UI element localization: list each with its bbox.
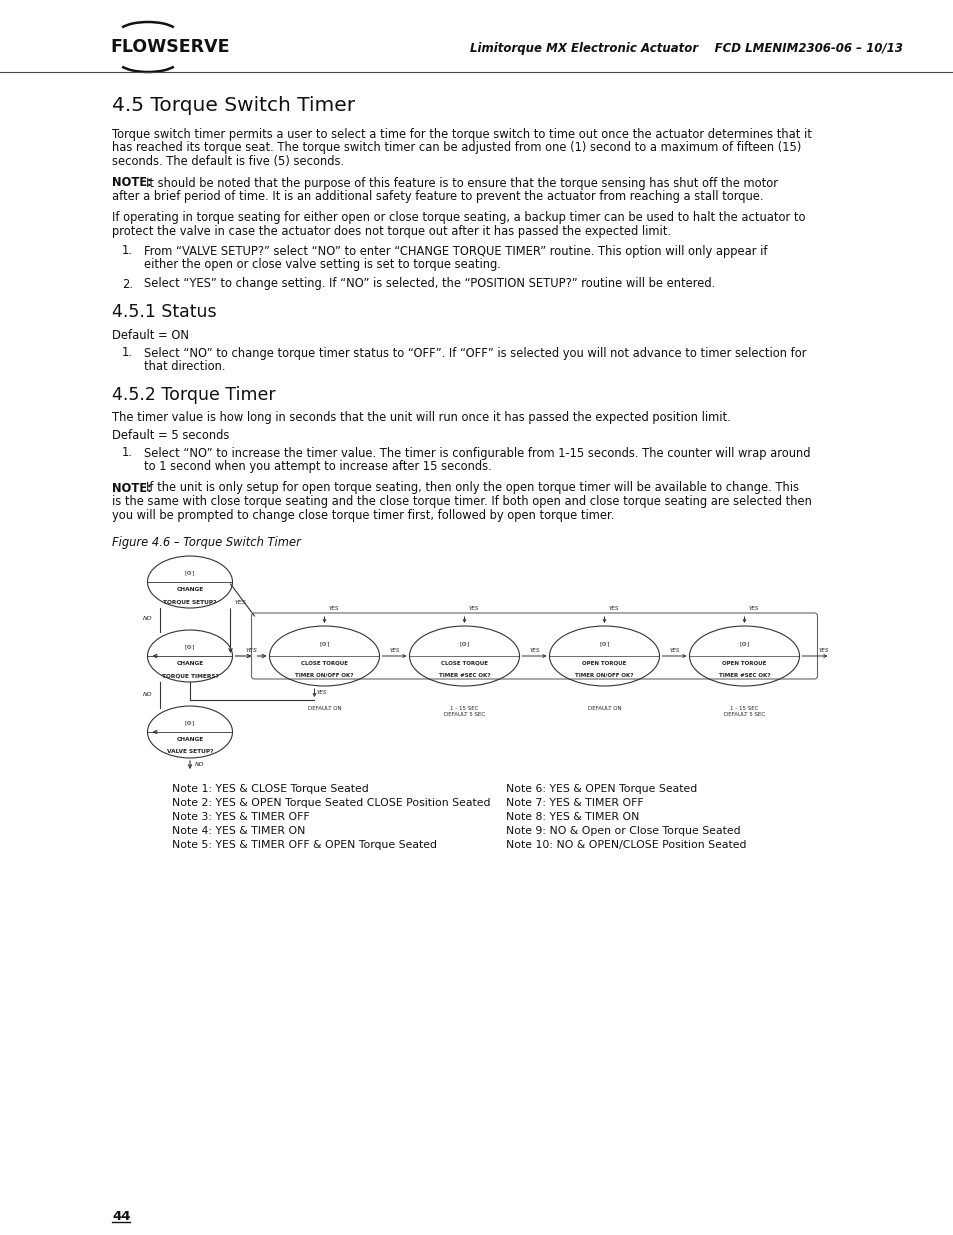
Text: has reached its torque seat. The torque switch timer can be adjusted from one (1: has reached its torque seat. The torque …: [112, 142, 801, 154]
Text: Note 10: NO & OPEN/CLOSE Position Seated: Note 10: NO & OPEN/CLOSE Position Seated: [505, 840, 745, 850]
Text: Note 9: NO & Open or Close Torque Seated: Note 9: NO & Open or Close Torque Seated: [505, 826, 740, 836]
Text: Select “NO” to increase the timer value. The timer is configurable from 1-15 sec: Select “NO” to increase the timer value.…: [144, 447, 810, 459]
Text: NO: NO: [142, 692, 152, 697]
Text: Default = ON: Default = ON: [112, 329, 189, 342]
Text: The timer value is how long in seconds that the unit will run once it has passed: The timer value is how long in seconds t…: [112, 411, 730, 425]
Text: TIMER #SEC OK?: TIMER #SEC OK?: [718, 673, 769, 678]
Text: Note 7: YES & TIMER OFF: Note 7: YES & TIMER OFF: [505, 798, 643, 808]
Text: 1 - 15 SEC
DEFAULT 5 SEC: 1 - 15 SEC DEFAULT 5 SEC: [443, 706, 484, 716]
Text: Select “NO” to change torque timer status to “OFF”. If “OFF” is selected you wil: Select “NO” to change torque timer statu…: [144, 347, 805, 359]
Text: YES: YES: [669, 647, 679, 652]
Text: It should be noted that the purpose of this feature is to ensure that the torque: It should be noted that the purpose of t…: [146, 177, 778, 189]
Text: you will be prompted to change close torque timer first, followed by open torque: you will be prompted to change close tor…: [112, 509, 614, 521]
Text: 4.5.2 Torque Timer: 4.5.2 Torque Timer: [112, 385, 275, 404]
Text: CHANGE: CHANGE: [176, 661, 203, 667]
Text: Note 2: YES & OPEN Torque Seated CLOSE Position Seated: Note 2: YES & OPEN Torque Seated CLOSE P…: [172, 798, 490, 808]
Text: is the same with close torque seating and the close torque timer. If both open a: is the same with close torque seating an…: [112, 495, 811, 508]
Text: protect the valve in case the actuator does not torque out after it has passed t: protect the valve in case the actuator d…: [112, 225, 670, 238]
Text: TORQUE TIMERS?: TORQUE TIMERS?: [161, 673, 218, 678]
Text: TORQUE SETUP?: TORQUE SETUP?: [163, 599, 216, 604]
Text: If the unit is only setup for open torque seating, then only the open torque tim: If the unit is only setup for open torqu…: [146, 482, 799, 494]
Text: CLOSE TORQUE: CLOSE TORQUE: [440, 661, 488, 666]
Text: VALVE SETUP?: VALVE SETUP?: [167, 750, 213, 755]
Text: Note 5: YES & TIMER OFF & OPEN Torque Seated: Note 5: YES & TIMER OFF & OPEN Torque Se…: [172, 840, 436, 850]
Text: YES: YES: [818, 647, 828, 652]
Text: [⚙]: [⚙]: [185, 645, 195, 650]
Text: Note 3: YES & TIMER OFF: Note 3: YES & TIMER OFF: [172, 811, 310, 823]
Text: Note 1: YES & CLOSE Torque Seated: Note 1: YES & CLOSE Torque Seated: [172, 784, 369, 794]
Text: 1.: 1.: [122, 245, 132, 258]
Text: From “VALVE SETUP?” select “NO” to enter “CHANGE TORQUE TIMER” routine. This opt: From “VALVE SETUP?” select “NO” to enter…: [144, 245, 767, 258]
Text: Torque switch timer permits a user to select a time for the torque switch to tim: Torque switch timer permits a user to se…: [112, 128, 811, 141]
Text: 4.5.1 Status: 4.5.1 Status: [112, 303, 216, 321]
Text: 4.5 Torque Switch Timer: 4.5 Torque Switch Timer: [112, 96, 355, 115]
Text: YES: YES: [529, 647, 539, 652]
Text: [⚙]: [⚙]: [185, 571, 195, 576]
Text: DEFAULT ON: DEFAULT ON: [308, 706, 341, 711]
Text: Limitorque MX Electronic Actuator    FCD LMENIM2306-06 – 10/13: Limitorque MX Electronic Actuator FCD LM…: [470, 42, 902, 56]
Text: Note 8: YES & TIMER ON: Note 8: YES & TIMER ON: [505, 811, 639, 823]
Text: CLOSE TORQUE: CLOSE TORQUE: [301, 661, 348, 666]
Text: [⚙]: [⚙]: [185, 720, 195, 725]
Text: [⚙]: [⚙]: [739, 641, 749, 646]
Text: NOTE:: NOTE:: [112, 177, 152, 189]
Text: NO: NO: [194, 762, 204, 767]
Text: YES: YES: [234, 599, 246, 604]
Text: to 1 second when you attempt to increase after 15 seconds.: to 1 second when you attempt to increase…: [144, 459, 491, 473]
Text: 1.: 1.: [122, 447, 132, 459]
Text: NOTE:: NOTE:: [112, 482, 152, 494]
Text: Note 6: YES & OPEN Torque Seated: Note 6: YES & OPEN Torque Seated: [505, 784, 697, 794]
Text: YES: YES: [328, 605, 338, 610]
Text: CHANGE: CHANGE: [176, 737, 203, 742]
Text: Default = 5 seconds: Default = 5 seconds: [112, 429, 229, 442]
Text: either the open or close valve setting is set to torque seating.: either the open or close valve setting i…: [144, 258, 500, 270]
Text: NO: NO: [142, 616, 152, 621]
Text: Figure 4.6 – Torque Switch Timer: Figure 4.6 – Torque Switch Timer: [112, 536, 300, 550]
Text: 44: 44: [112, 1210, 131, 1223]
Text: that direction.: that direction.: [144, 359, 225, 373]
Text: YES: YES: [468, 605, 478, 610]
Text: YES: YES: [748, 605, 758, 610]
Text: 2.: 2.: [122, 278, 132, 290]
Text: [⚙]: [⚙]: [598, 641, 609, 646]
Text: OPEN TORQUE: OPEN TORQUE: [581, 661, 626, 666]
Text: If operating in torque seating for either open or close torque seating, a backup: If operating in torque seating for eithe…: [112, 211, 804, 225]
Text: OPEN TORQUE: OPEN TORQUE: [721, 661, 766, 666]
Text: YES: YES: [245, 648, 257, 653]
Text: [⚙]: [⚙]: [319, 641, 330, 646]
Text: [⚙]: [⚙]: [458, 641, 469, 646]
Text: YES: YES: [316, 689, 327, 694]
Text: CHANGE: CHANGE: [176, 588, 203, 593]
Text: DEFAULT ON: DEFAULT ON: [587, 706, 620, 711]
Text: after a brief period of time. It is an additional safety feature to prevent the : after a brief period of time. It is an a…: [112, 190, 762, 203]
Text: 1.: 1.: [122, 347, 132, 359]
Text: FLOWSERVE: FLOWSERVE: [110, 38, 230, 56]
Text: YES: YES: [608, 605, 618, 610]
Text: TIMER ON/OFF OK?: TIMER ON/OFF OK?: [294, 673, 354, 678]
Text: TIMER ON/OFF OK?: TIMER ON/OFF OK?: [575, 673, 633, 678]
Text: Select “YES” to change setting. If “NO” is selected, the “POSITION SETUP?” routi: Select “YES” to change setting. If “NO” …: [144, 278, 715, 290]
Text: 1 - 15 SEC
DEFAULT 5 SEC: 1 - 15 SEC DEFAULT 5 SEC: [723, 706, 764, 716]
Text: Note 4: YES & TIMER ON: Note 4: YES & TIMER ON: [172, 826, 305, 836]
Text: YES: YES: [389, 647, 399, 652]
Text: seconds. The default is five (5) seconds.: seconds. The default is five (5) seconds…: [112, 156, 344, 168]
Text: TIMER #SEC OK?: TIMER #SEC OK?: [438, 673, 490, 678]
